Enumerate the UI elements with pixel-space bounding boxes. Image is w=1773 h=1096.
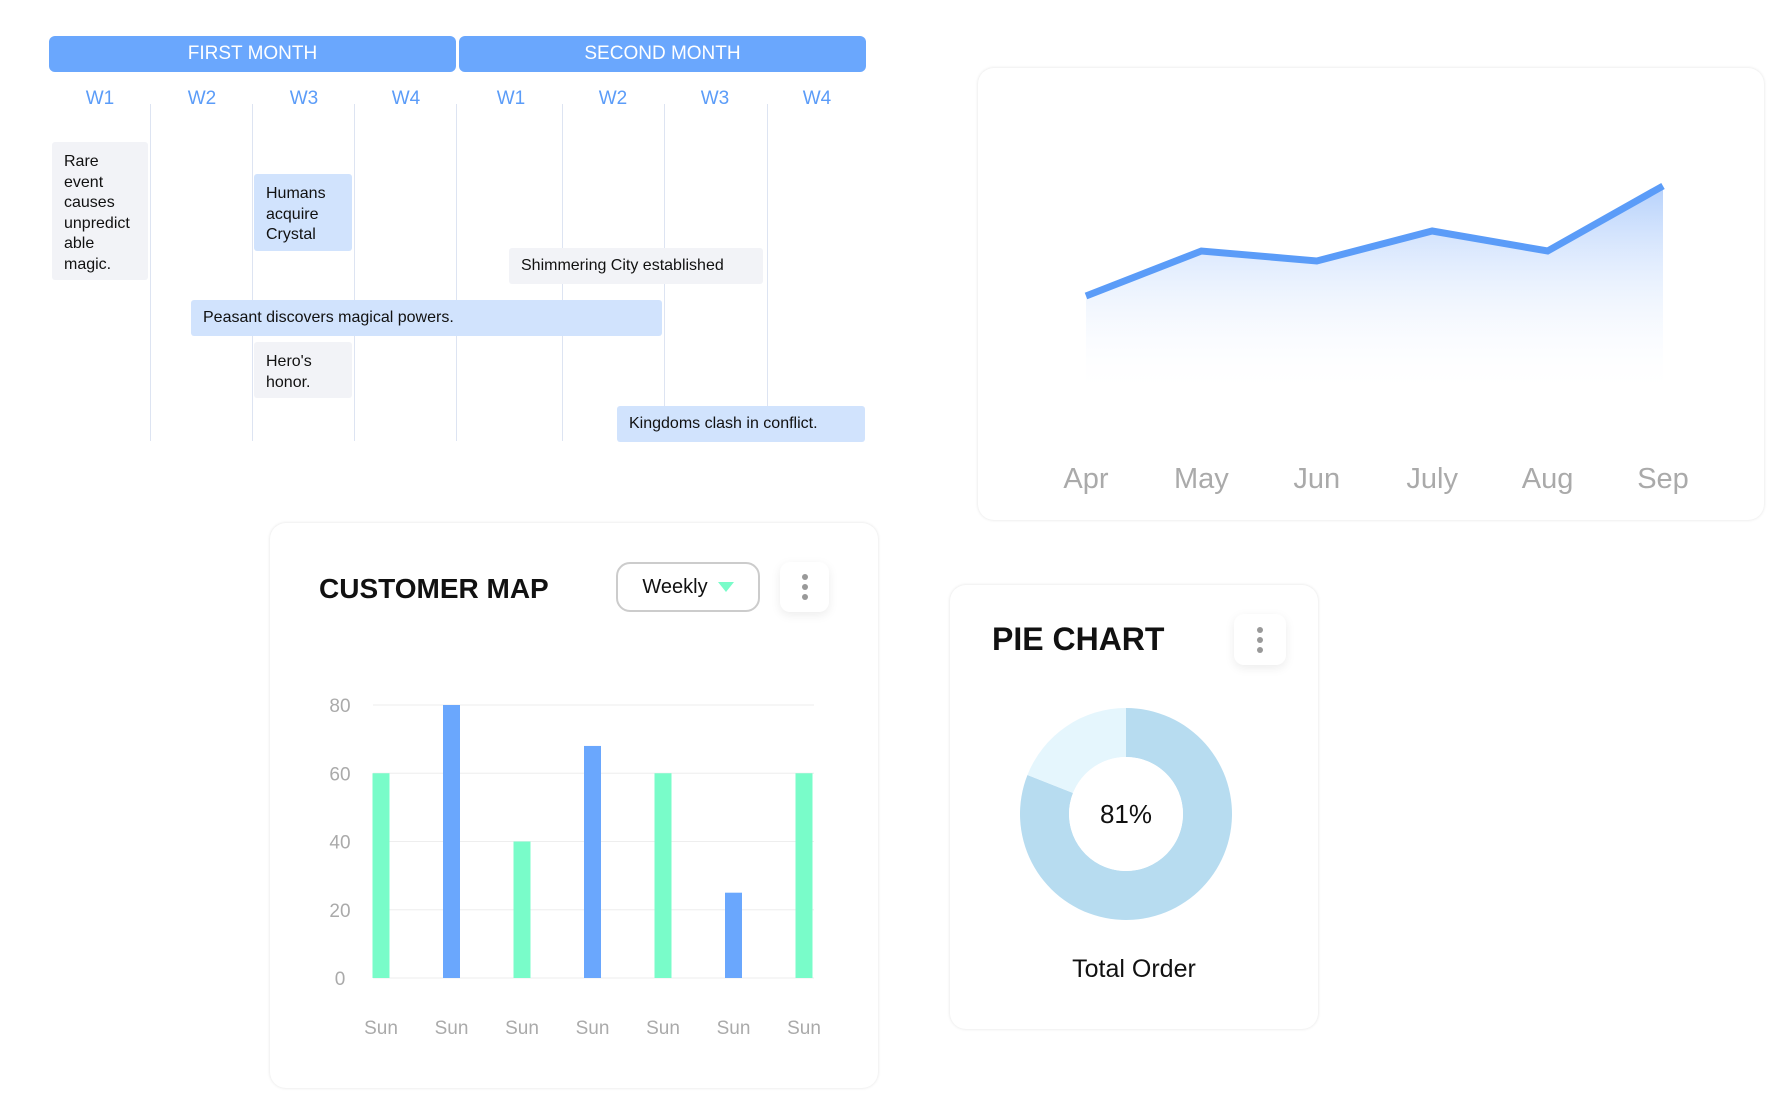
y-tick-label: 80 (329, 696, 350, 717)
x-tick-label: Sun (364, 1018, 398, 1039)
timeline-event[interactable]: Humans acquire Crystal (254, 174, 352, 251)
week-label: W1 (496, 88, 526, 109)
event-line: able (64, 235, 95, 252)
week-label: W4 (391, 88, 421, 109)
week-label: W2 (187, 88, 217, 109)
bar[interactable] (372, 773, 390, 978)
event-line: Crystal (266, 226, 316, 243)
month-header-first: FIRST MONTH (49, 36, 456, 72)
event-line: Rare (64, 153, 99, 170)
event-line: Hero's (266, 353, 312, 370)
timeline-event[interactable]: Shimmering City established (509, 248, 763, 284)
event-line: causes (64, 194, 115, 211)
event-line: unpredict (64, 214, 130, 232)
x-tick-label: Apr (1063, 463, 1108, 495)
bar[interactable] (584, 745, 601, 978)
y-tick-label: 60 (329, 764, 350, 785)
more-options-button[interactable] (1234, 614, 1286, 665)
x-tick-label: Sun (435, 1018, 469, 1039)
event-line: event (64, 173, 104, 191)
x-tick-label: July (1406, 463, 1458, 495)
timeline-event[interactable]: Hero's honor. (254, 342, 352, 398)
week-divider (767, 104, 768, 441)
x-tick-label: Aug (1522, 463, 1574, 495)
customer-map-card: CUSTOMER MAP Weekly 0 20 40 60 80 Sun Sun Sun Su… (270, 523, 878, 1088)
bar[interactable] (725, 892, 742, 978)
bar-chart: 0 20 40 60 80 Sun Sun Sun Sun Sun Sun Sun (329, 696, 821, 1039)
donut-slice-rest[interactable] (1027, 708, 1126, 794)
x-tick-label: May (1174, 463, 1229, 495)
x-tick-label: Sep (1637, 463, 1689, 495)
month-header-second: SECOND MONTH (459, 36, 866, 72)
period-select-value: Weekly (642, 575, 708, 598)
week-label: W2 (598, 88, 628, 109)
card-title: CUSTOMER MAP (319, 573, 549, 604)
timeline-event[interactable]: Kingdoms clash in conflict. (617, 406, 865, 442)
event-line: Humans (266, 185, 326, 202)
y-tick-label: 0 (335, 969, 346, 990)
donut-chart: 81% (1020, 708, 1232, 920)
x-tick-label: Jun (1293, 463, 1340, 495)
line-series (1084, 182, 1665, 300)
y-tick-label: 40 (329, 833, 350, 854)
pie-chart-card: PIE CHART 81% Total Order (950, 585, 1318, 1029)
x-tick-label: Sun (717, 1018, 751, 1039)
timeline-event[interactable]: Peasant discovers magical powers. (191, 300, 662, 336)
line-chart-card: Apr May Jun July Aug Sep (978, 68, 1764, 520)
x-tick-label: Sun (646, 1018, 680, 1039)
bar[interactable] (654, 773, 672, 978)
week-divider (456, 104, 457, 441)
donut-hole (1069, 757, 1183, 871)
y-tick-label: 20 (329, 901, 350, 922)
week-label: W4 (802, 88, 832, 109)
donut-slice-main[interactable] (1020, 708, 1232, 920)
period-select[interactable]: Weekly (616, 562, 760, 612)
x-tick-label: Sun (505, 1018, 539, 1039)
area-fill (1086, 186, 1663, 396)
bar[interactable] (513, 841, 531, 979)
week-label: W3 (700, 88, 730, 109)
event-line: magic. (64, 255, 112, 273)
x-tick-label: Sun (576, 1018, 610, 1039)
week-label: W3 (289, 88, 319, 109)
week-divider (252, 104, 253, 441)
bar[interactable] (443, 705, 460, 978)
x-tick-label: Sun (787, 1018, 821, 1039)
caret-down-icon (717, 582, 734, 592)
bar[interactable] (795, 773, 813, 978)
more-options-button[interactable] (780, 562, 829, 612)
pie-caption: Total Order (1072, 955, 1196, 983)
donut-center-label: 81% (1100, 799, 1152, 829)
week-label: W1 (85, 88, 115, 109)
card-title: PIE CHART (992, 621, 1165, 657)
line-chart: Apr May Jun July Aug Sep (1063, 182, 1689, 495)
event-line: acquire (266, 205, 319, 223)
week-divider (150, 104, 151, 441)
event-line: honor. (266, 373, 311, 391)
timeline-event[interactable]: Rare event causes unpredict able magic. (52, 142, 148, 280)
week-divider (354, 104, 355, 441)
